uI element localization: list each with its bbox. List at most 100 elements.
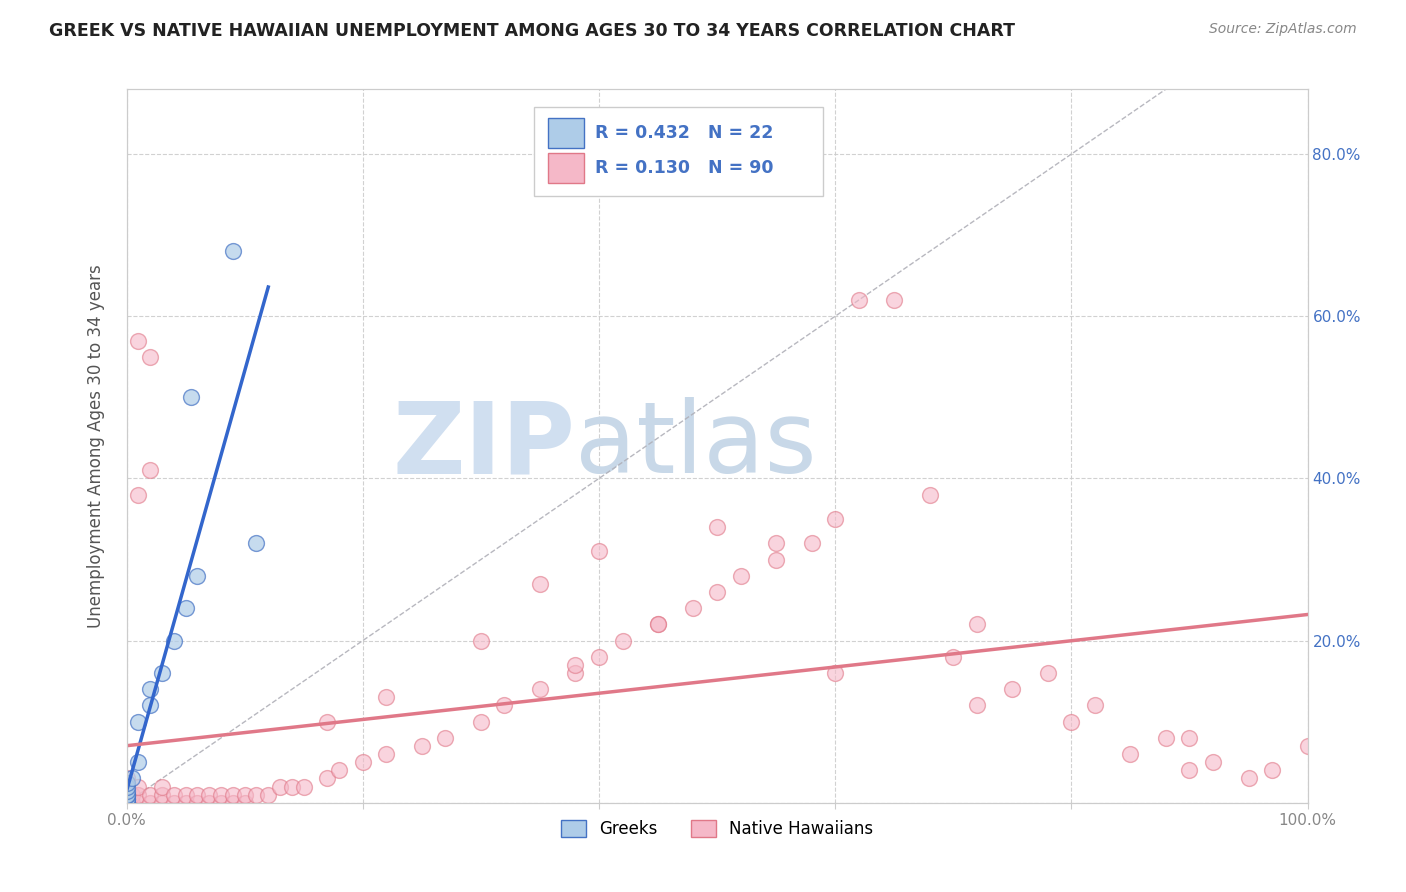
Point [186, 796, 208, 810]
Point [647, 617, 669, 632]
Point [174, 601, 197, 615]
Point [127, 756, 149, 770]
Point [139, 796, 162, 810]
Point [127, 714, 149, 729]
Point [127, 796, 149, 810]
Point [848, 293, 870, 307]
Point [163, 633, 186, 648]
Point [800, 536, 823, 550]
Point [588, 649, 610, 664]
Point [352, 756, 374, 770]
Text: R = 0.130   N = 90: R = 0.130 N = 90 [595, 160, 773, 178]
Point [966, 698, 988, 713]
Point [824, 666, 846, 681]
Point [198, 788, 221, 802]
Point [1001, 682, 1024, 697]
Point [198, 796, 221, 810]
Point [115, 780, 138, 794]
Point [245, 536, 267, 550]
Point [1178, 764, 1201, 778]
Point [115, 796, 138, 810]
Point [494, 698, 516, 713]
Point [966, 617, 988, 632]
Point [564, 657, 586, 672]
Point [316, 714, 339, 729]
Point [222, 796, 245, 810]
Point [233, 796, 256, 810]
Point [150, 796, 173, 810]
Point [127, 488, 149, 502]
Point [1036, 666, 1059, 681]
Point [328, 764, 350, 778]
Point [1084, 698, 1107, 713]
Point [564, 666, 586, 681]
Text: GREEK VS NATIVE HAWAIIAN UNEMPLOYMENT AMONG AGES 30 TO 34 YEARS CORRELATION CHAR: GREEK VS NATIVE HAWAIIAN UNEMPLOYMENT AM… [49, 22, 1015, 40]
Point [115, 788, 138, 802]
Point [942, 649, 965, 664]
Point [470, 714, 492, 729]
Point [127, 788, 149, 802]
Point [209, 788, 232, 802]
Point [682, 601, 704, 615]
Point [1060, 714, 1083, 729]
Point [115, 780, 138, 794]
Point [824, 512, 846, 526]
Point [174, 796, 197, 810]
Point [121, 788, 143, 802]
Point [1202, 756, 1225, 770]
Point [612, 633, 634, 648]
Point [529, 682, 551, 697]
Point [115, 791, 138, 805]
Point [115, 791, 138, 805]
Point [163, 796, 186, 810]
Legend: Greeks, Native Hawaiians: Greeks, Native Hawaiians [554, 813, 880, 845]
Point [115, 796, 138, 810]
Text: atlas: atlas [575, 398, 817, 494]
Point [730, 568, 752, 582]
Point [209, 796, 232, 810]
Point [115, 791, 138, 805]
Point [139, 463, 162, 477]
Point [150, 780, 173, 794]
Point [115, 772, 138, 786]
Point [150, 788, 173, 802]
Point [139, 788, 162, 802]
Point [186, 568, 208, 582]
Point [121, 796, 143, 810]
Point [245, 788, 267, 802]
Point [765, 536, 787, 550]
Point [115, 791, 138, 805]
Point [1119, 747, 1142, 761]
Text: Source: ZipAtlas.com: Source: ZipAtlas.com [1209, 22, 1357, 37]
Text: ZIP: ZIP [392, 398, 575, 494]
Point [115, 775, 138, 789]
Point [150, 666, 173, 681]
Point [765, 552, 787, 566]
Point [1261, 764, 1284, 778]
Point [411, 739, 433, 753]
Point [1178, 731, 1201, 745]
Point [1154, 731, 1177, 745]
Bar [548, 153, 583, 184]
Point [186, 788, 208, 802]
Point [269, 780, 291, 794]
Point [647, 617, 669, 632]
Point [115, 796, 138, 810]
Point [174, 788, 197, 802]
Point [115, 775, 138, 789]
FancyBboxPatch shape [534, 107, 824, 196]
Point [180, 390, 202, 404]
Point [115, 788, 138, 802]
Point [292, 780, 315, 794]
Text: R = 0.432   N = 22: R = 0.432 N = 22 [595, 124, 773, 142]
Point [588, 544, 610, 558]
Point [918, 488, 941, 502]
Point [375, 747, 398, 761]
Point [139, 682, 162, 697]
Point [1296, 739, 1319, 753]
Point [706, 520, 728, 534]
Point [233, 788, 256, 802]
Point [121, 772, 143, 786]
Point [316, 772, 339, 786]
Point [115, 796, 138, 810]
